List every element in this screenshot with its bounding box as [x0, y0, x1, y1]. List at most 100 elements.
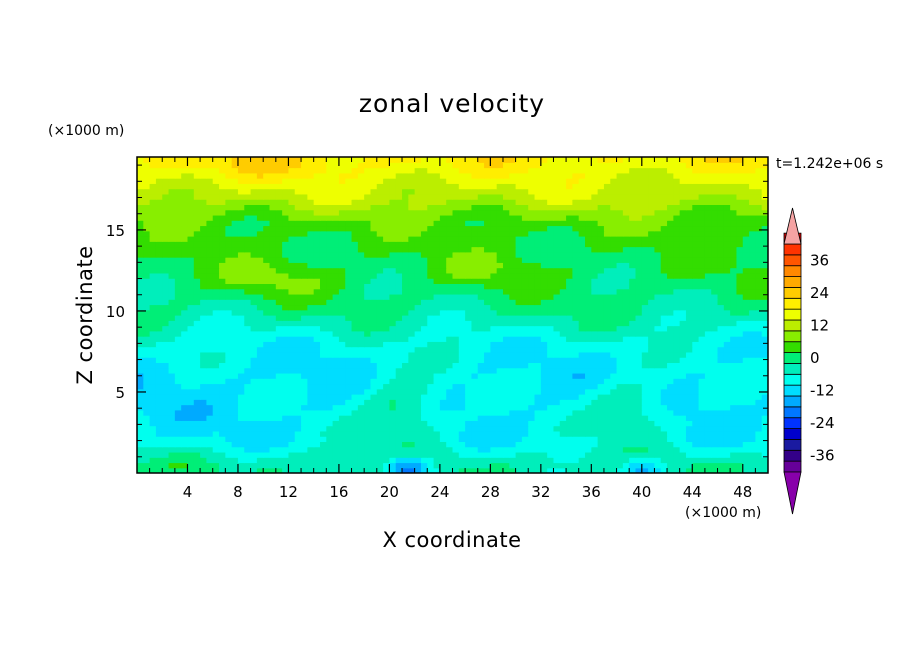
- field-cell: [408, 214, 416, 221]
- field-cell: [521, 336, 529, 342]
- field-cell: [187, 315, 195, 321]
- field-cell: [364, 299, 372, 306]
- field-cell: [711, 278, 719, 284]
- field-cell: [244, 462, 252, 469]
- field-cell: [585, 246, 592, 253]
- field-cell: [193, 220, 201, 227]
- field-cell: [307, 467, 315, 473]
- field-cell: [749, 415, 756, 421]
- field-cell: [193, 378, 201, 385]
- field-cell: [250, 246, 258, 253]
- field-cell: [263, 467, 271, 473]
- field-cell: [736, 246, 744, 253]
- field-cell: [673, 230, 681, 237]
- field-cell: [572, 214, 580, 221]
- field-cell: [736, 304, 744, 311]
- field-cell: [332, 457, 340, 464]
- field-cell: [749, 462, 756, 469]
- field-cell: [206, 451, 214, 458]
- field-cell: [345, 430, 353, 437]
- field-cell: [597, 309, 605, 316]
- field-cell: [338, 378, 346, 385]
- field-cell: [685, 467, 693, 473]
- field-cell: [648, 293, 656, 300]
- field-cell: [319, 262, 327, 269]
- field-cell: [225, 309, 233, 316]
- field-cell: [585, 404, 592, 411]
- field-cell: [357, 315, 365, 321]
- field-cell: [553, 320, 561, 327]
- field-cell: [231, 388, 239, 395]
- field-cell: [187, 430, 195, 437]
- field-cell: [288, 430, 296, 437]
- field-cell: [667, 251, 674, 258]
- field-cell: [465, 394, 473, 400]
- field-cell: [654, 378, 662, 385]
- field-cell: [181, 451, 189, 458]
- field-cell: [679, 341, 687, 348]
- field-cell: [446, 241, 454, 248]
- field-cell: [212, 246, 220, 253]
- field-cell: [275, 288, 283, 295]
- field-cell: [749, 430, 756, 437]
- field-cell: [528, 293, 536, 300]
- field-cell: [357, 467, 365, 473]
- field-cell: [761, 467, 768, 473]
- field-cell: [509, 246, 517, 253]
- field-cell: [181, 272, 189, 279]
- field-cell: [219, 299, 226, 306]
- field-cell: [263, 367, 271, 374]
- field-cell: [269, 462, 277, 469]
- field-cell: [616, 288, 624, 295]
- field-cell: [572, 346, 580, 353]
- field-cell: [187, 341, 195, 348]
- field-cell: [521, 451, 529, 458]
- field-cell: [477, 325, 485, 332]
- field-cell: [484, 383, 491, 390]
- field-cell: [711, 251, 719, 258]
- field-cell: [749, 236, 756, 242]
- field-cell: [408, 372, 416, 379]
- field-cell: [685, 415, 693, 421]
- field-cell: [143, 330, 151, 337]
- field-cell: [761, 299, 768, 306]
- field-cell: [591, 394, 599, 400]
- field-cell: [269, 315, 277, 321]
- field-cell: [383, 451, 390, 458]
- field-cell: [143, 372, 151, 379]
- field-cell: [307, 257, 315, 263]
- field-cell: [307, 220, 315, 227]
- field-cell: [414, 299, 422, 306]
- field-cell: [237, 336, 245, 342]
- field-cell: [193, 257, 201, 263]
- field-cell: [383, 346, 390, 353]
- field-cell: [704, 299, 712, 306]
- field-cell: [490, 462, 498, 469]
- field-cell: [629, 309, 637, 316]
- field-cell: [692, 315, 700, 321]
- field-cell: [294, 388, 302, 395]
- field-cell: [559, 409, 567, 416]
- field-cell: [181, 278, 189, 284]
- field-cell: [471, 288, 479, 295]
- field-cell: [193, 299, 201, 306]
- field-cell: [635, 362, 643, 369]
- field-cell: [578, 441, 586, 448]
- field-cell: [490, 288, 498, 295]
- field-cell: [370, 283, 378, 290]
- field-cell: [458, 262, 466, 269]
- field-cell: [616, 267, 624, 274]
- field-cell: [465, 341, 473, 348]
- field-cell: [225, 457, 233, 464]
- field-cell: [692, 351, 700, 358]
- field-cell: [420, 372, 428, 379]
- field-cell: [408, 288, 416, 295]
- field-cell: [313, 436, 321, 442]
- field-cell: [357, 436, 365, 442]
- field-cell: [338, 367, 346, 374]
- field-cell: [723, 272, 731, 279]
- field-cell: [471, 367, 479, 374]
- field-cell: [149, 293, 157, 300]
- field-cell: [667, 220, 674, 227]
- field-cell: [736, 236, 744, 242]
